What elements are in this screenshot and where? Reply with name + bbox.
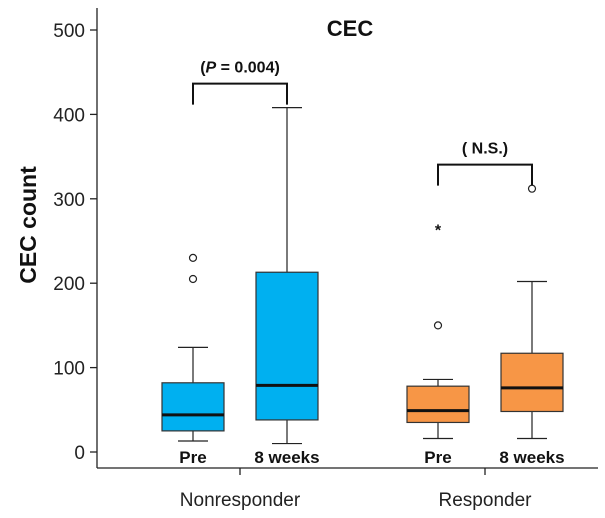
box-label: Pre — [424, 448, 451, 467]
y-tick-label: 300 — [53, 190, 85, 211]
axes-layer: 0 100 200 300 400 500 Nonresponder Responder — [53, 8, 598, 511]
box-body — [500, 352, 564, 413]
box-body — [406, 385, 470, 424]
boxes-layer: Pre 8 weeks * Pre 8 weeks — [161, 107, 565, 467]
chart-title: CEC — [327, 16, 374, 41]
box-label: 8 weeks — [254, 448, 319, 467]
y-tick-label: 0 — [74, 443, 85, 464]
y-tick-label: 100 — [53, 359, 85, 380]
box-label: 8 weeks — [499, 448, 564, 467]
y-tick-label: 500 — [53, 21, 85, 42]
outlier-point — [527, 184, 537, 193]
group-label: Nonresponder — [180, 490, 301, 511]
y-tick-label: 200 — [53, 274, 85, 295]
outlier-point — [188, 253, 198, 262]
y-axis-label: CEC count — [15, 166, 41, 284]
box-label: Pre — [179, 448, 206, 467]
outlier-point — [433, 321, 443, 330]
extreme-point: * — [435, 223, 442, 240]
y-tick-label: 400 — [53, 105, 85, 126]
significance-label: (P = 0.004) — [200, 60, 280, 77]
significance-label: ( N.S.) — [462, 141, 508, 158]
significance-bracket — [437, 163, 533, 186]
box-body — [255, 271, 319, 421]
group-label: Responder — [439, 490, 533, 511]
significance-bracket — [192, 82, 288, 105]
outlier-point — [188, 274, 198, 284]
box-body — [161, 382, 225, 432]
annotations-layer: (P = 0.004) ( N.S.) — [192, 60, 533, 186]
